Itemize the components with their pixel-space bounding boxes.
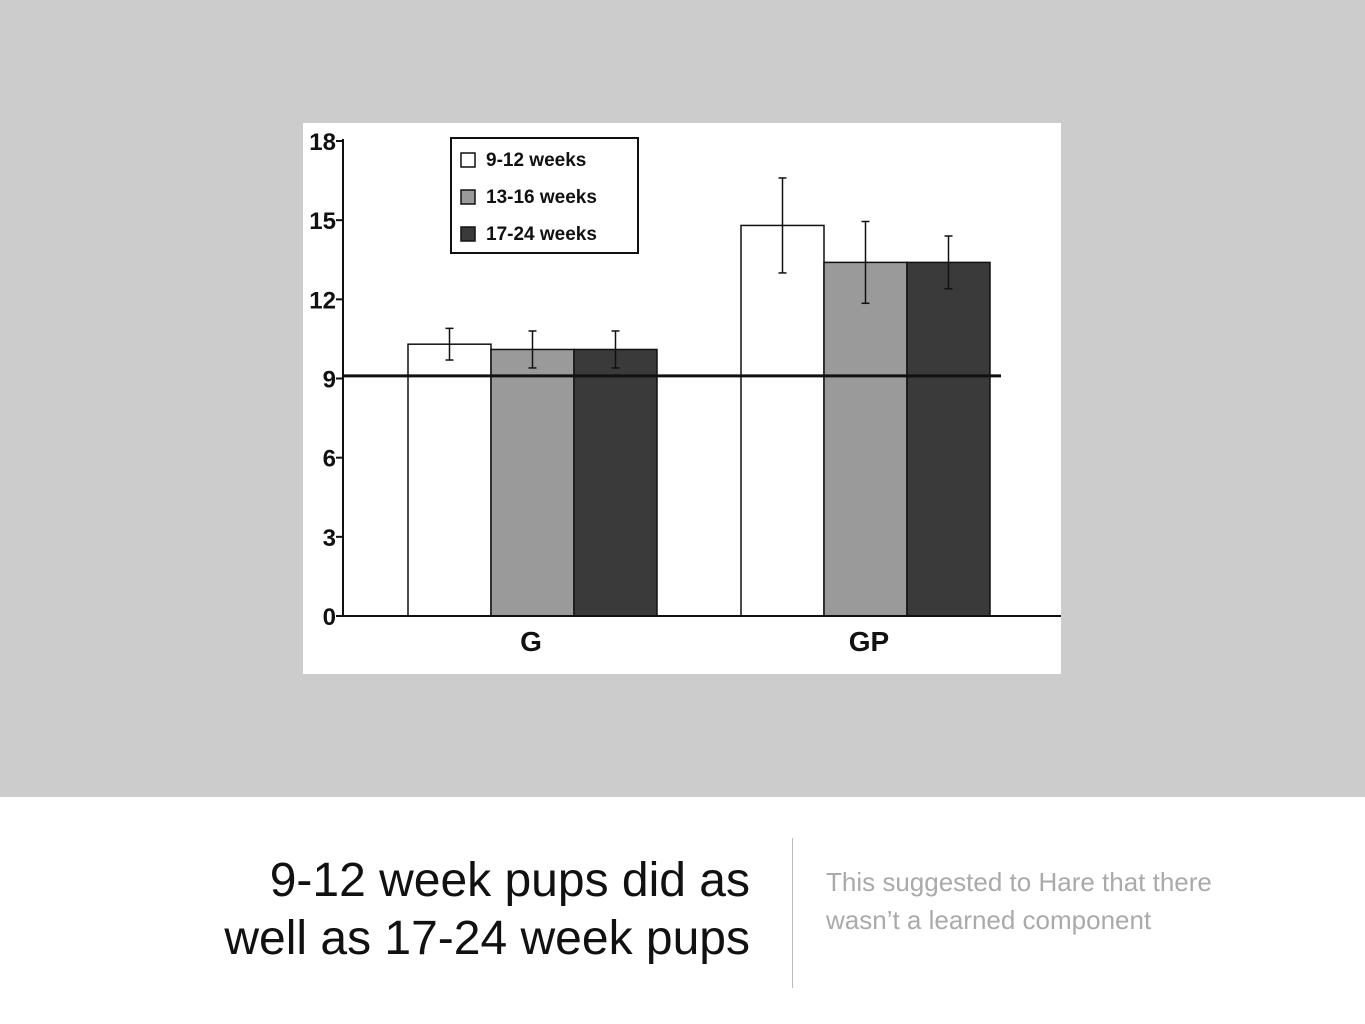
bars-layer bbox=[407, 177, 991, 617]
slide-subtext: This suggested to Hare that there wasn’t… bbox=[826, 863, 1326, 939]
bar-G-2 bbox=[573, 348, 658, 617]
legend-swatch-1 bbox=[460, 189, 476, 205]
y-tick-label-3: 3 bbox=[323, 525, 336, 552]
slide-text-area bbox=[0, 797, 1365, 1024]
category-label-GP: GP bbox=[849, 626, 889, 657]
slide-headline: 9-12 week pups did as well as 17-24 week… bbox=[110, 852, 750, 968]
legend: 9-12 weeks 13-16 weeks 17-24 weeks bbox=[450, 137, 639, 254]
bar-G-0 bbox=[407, 343, 492, 617]
legend-label-0: 9-12 weeks bbox=[486, 150, 586, 171]
category-label-G: G bbox=[520, 626, 542, 657]
chart-canvas: 0 3 6 9 12 15 18 G GP 9-12 weeks 13-16 weeks 17-24… bbox=[309, 129, 1061, 657]
bar-G-1 bbox=[490, 348, 575, 617]
bar-GP-1 bbox=[823, 261, 908, 617]
subtext-line-1: This suggested to Hare that there bbox=[826, 867, 1212, 897]
y-tick-label-0: 0 bbox=[323, 604, 336, 631]
legend-label-2: 17-24 weeks bbox=[486, 224, 597, 245]
y-tick-label-6: 6 bbox=[323, 446, 336, 473]
divider bbox=[792, 838, 793, 988]
legend-swatch-0 bbox=[460, 152, 476, 168]
legend-box bbox=[450, 137, 639, 254]
headline-line-2: well as 17-24 week pups bbox=[224, 912, 750, 965]
legend-swatch-2 bbox=[460, 226, 476, 242]
legend-label-1: 13-16 weeks bbox=[486, 187, 597, 208]
y-tick-label-9: 9 bbox=[323, 367, 336, 394]
axis-layer: 0 3 6 9 12 15 18 G GP bbox=[309, 129, 1061, 657]
y-tick-label-18: 18 bbox=[309, 129, 336, 156]
bar-chart: 0 3 6 9 12 15 18 G GP 9-12 weeks 13-16 weeks 17-24… bbox=[303, 123, 1061, 674]
subtext-line-2: wasn’t a learned component bbox=[826, 905, 1152, 935]
bar-GP-2 bbox=[906, 261, 991, 617]
bar-GP-0 bbox=[740, 224, 825, 617]
y-tick-label-12: 12 bbox=[309, 287, 336, 314]
y-tick-label-15: 15 bbox=[309, 208, 336, 235]
headline-line-1: 9-12 week pups did as bbox=[269, 854, 750, 907]
